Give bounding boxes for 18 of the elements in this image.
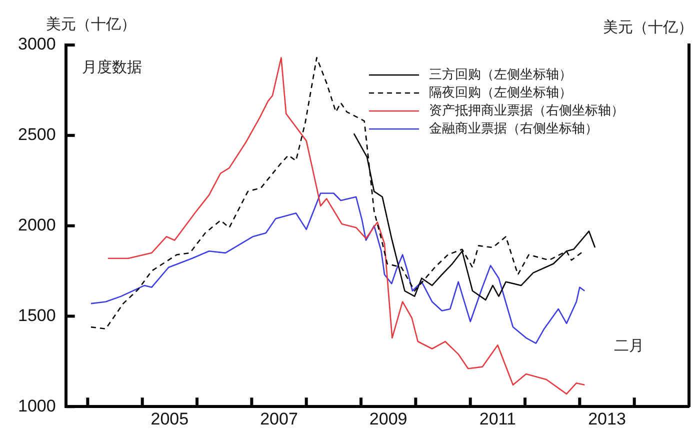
legend-label: 隔夜回购（左侧坐标轴） <box>429 84 572 100</box>
annotation: 二月 <box>614 338 644 355</box>
x-tick-label: 2005 <box>150 409 189 428</box>
y-tick-label: 1500 <box>18 306 56 325</box>
y-axis-title: 美元（十亿） <box>46 16 136 34</box>
x-tick-label: 2011 <box>479 409 516 428</box>
legend-label: 金融商业票据（右侧坐标轴） <box>429 120 598 136</box>
y-tick-label: 3000 <box>18 34 56 54</box>
x-tick-label: 2007 <box>260 409 298 428</box>
legend-label: 资产抵押商业票据（右侧坐标轴） <box>429 102 624 118</box>
x-tick-label: 2009 <box>369 409 408 428</box>
y-tick-label: 1000 <box>18 396 56 416</box>
text: 月度数据 <box>82 59 142 76</box>
y-tick-label: 2500 <box>18 125 56 144</box>
x-tick-label: 2013 <box>588 409 626 428</box>
legend-label: 三方回购（左侧坐标轴） <box>429 66 572 82</box>
y2-axis-title: 美元（十亿） <box>603 19 693 36</box>
y-tick-label: 2000 <box>18 215 56 234</box>
